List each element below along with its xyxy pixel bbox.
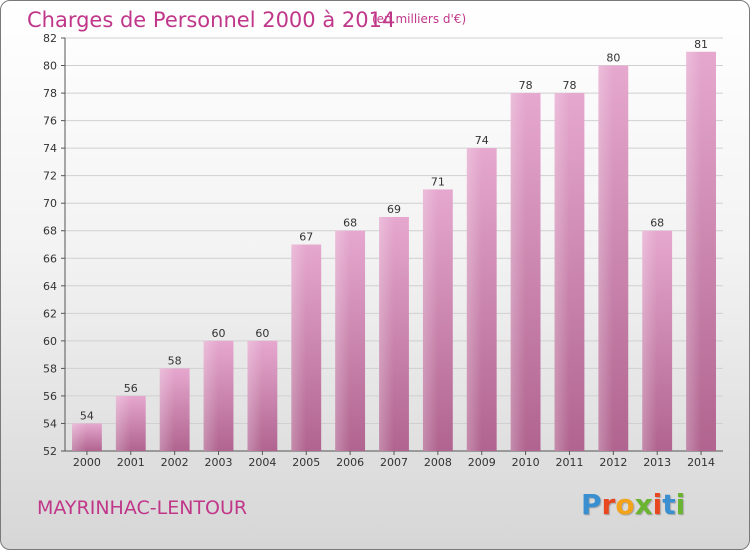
y-tick-label: 74 [43,142,57,155]
data-label: 54 [80,409,94,422]
data-label: 68 [650,217,664,230]
bar-highlight [72,423,87,451]
data-label: 80 [606,52,620,65]
y-tick-label: 80 [43,60,57,73]
logo-letter: P [581,488,602,521]
bar-highlight [247,340,263,451]
logo-letter: t [662,488,676,521]
x-tick-label: 2014 [687,456,715,469]
data-label: 69 [387,203,401,216]
y-tick-label: 82 [43,32,57,45]
data-label: 81 [694,38,708,51]
x-tick-label: 2012 [599,456,627,469]
x-tick-label: 2008 [424,456,452,469]
bar-highlight [598,65,614,452]
x-tick-label: 2002 [161,456,189,469]
x-tick-label: 2007 [380,456,408,469]
data-label: 60 [212,327,226,340]
y-tick-label: 70 [43,197,57,210]
y-tick-label: 72 [43,170,57,183]
x-tick-label: 2001 [117,456,145,469]
bar-highlight [422,189,438,451]
data-label: 67 [299,231,313,244]
y-tick-label: 62 [43,307,57,320]
y-tick-label: 68 [43,225,57,238]
x-tick-label: 2000 [73,456,101,469]
bar-highlight [686,51,702,452]
x-tick-label: 2013 [643,456,671,469]
x-tick-label: 2006 [336,456,364,469]
bar-highlight [642,230,658,451]
chart-unit: (en milliers d'€) [372,12,467,26]
bar-highlight [510,93,526,452]
logo-letter: i [652,488,663,521]
y-tick-label: 66 [43,252,57,265]
bar-highlight [159,368,175,451]
data-label: 68 [343,217,357,230]
proxiti-logo: Proxiti [581,488,685,521]
data-label: 56 [124,382,138,395]
data-label: 58 [168,354,182,367]
y-tick-label: 56 [43,390,57,403]
x-tick-label: 2009 [468,456,496,469]
logo-letter: x [634,488,653,521]
y-tick-label: 76 [43,115,57,128]
y-tick-label: 64 [43,280,57,293]
x-tick-label: 2003 [205,456,233,469]
bar-highlight [115,395,131,451]
x-tick-label: 2005 [292,456,320,469]
bar-highlight [466,148,482,451]
bar-highlight [554,93,570,452]
y-tick-label: 78 [43,87,57,100]
data-label: 60 [255,327,269,340]
bar-highlight [379,216,394,451]
chart-title: Charges de Personnel 2000 à 2014 [27,8,396,32]
bar-highlight [203,340,219,451]
bar-highlight [291,244,307,451]
bar-highlight [335,230,351,451]
y-tick-label: 60 [43,335,57,348]
x-tick-label: 2011 [555,456,583,469]
y-tick-label: 54 [43,417,57,430]
x-tick-label: 2010 [512,456,540,469]
data-label: 78 [562,79,576,92]
logo-letter: r [601,488,616,521]
commune-name: MAYRINHAC-LENTOUR [37,497,248,519]
logo-letter: i [675,488,686,521]
data-label: 74 [475,134,489,147]
logo-letter: o [615,488,635,521]
x-tick-label: 2004 [248,456,276,469]
data-label: 78 [519,79,533,92]
y-tick-label: 52 [43,445,57,458]
data-label: 71 [431,175,445,188]
y-tick-label: 58 [43,362,57,375]
